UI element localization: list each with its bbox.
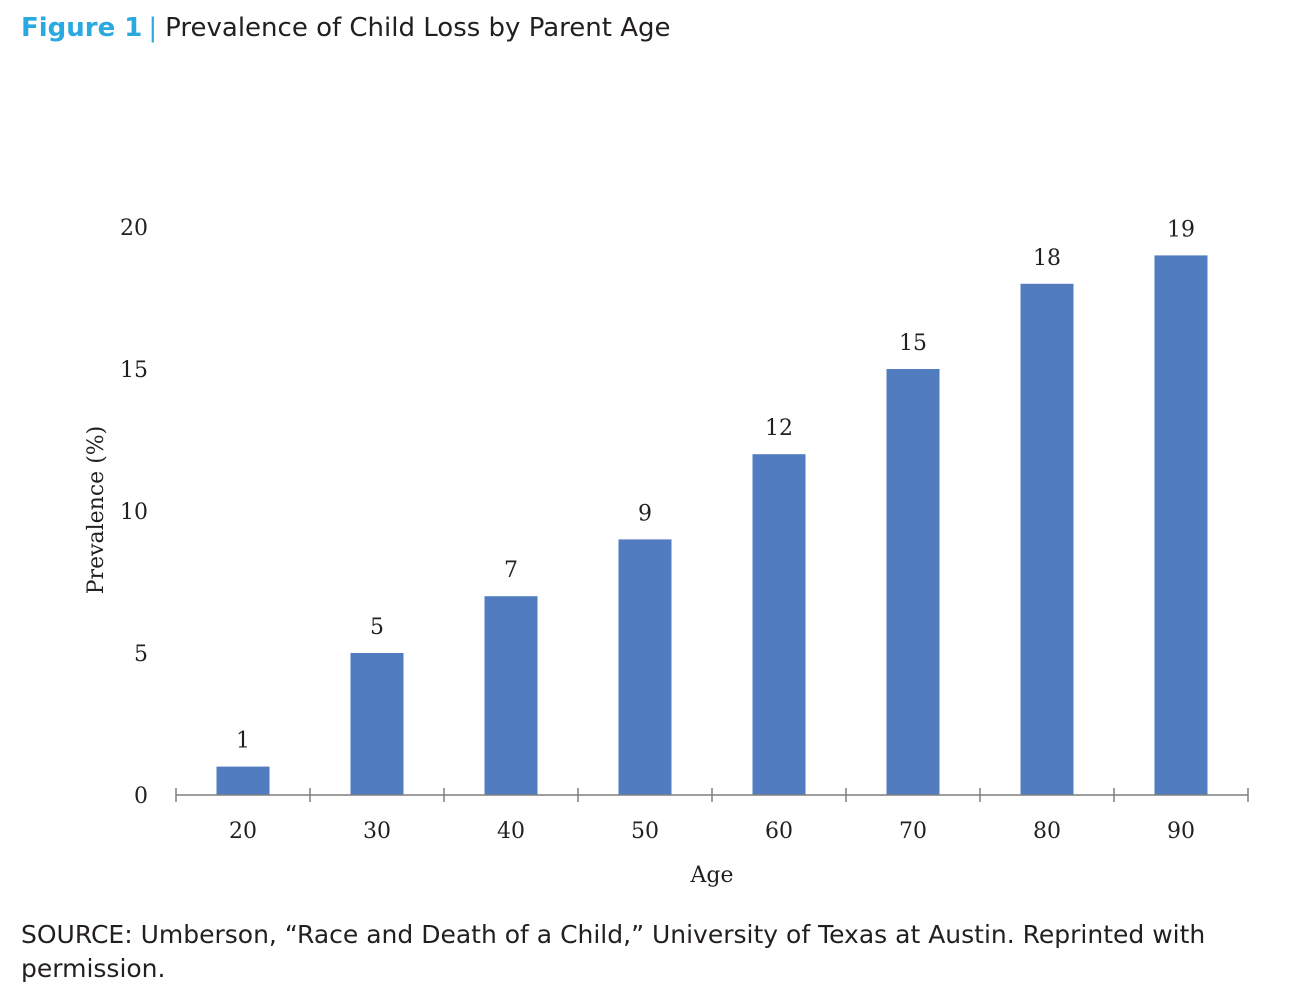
figure-separator: | [148,13,158,43]
bar [350,653,404,795]
bar [618,539,672,795]
x-axis-tick-labels: 20 30 40 50 60 70 80 90 [229,819,1195,844]
bar-value-label: 1 [236,729,250,754]
y-tick-label: 5 [134,642,148,667]
bar [1020,283,1074,795]
x-tick-label: 30 [363,819,391,844]
y-tick-label: 15 [120,358,148,383]
bar [1154,255,1208,795]
y-tick-label: 0 [134,784,148,809]
bars [216,255,1208,795]
bar-value-label: 9 [638,501,652,526]
x-axis-title: Age [690,863,734,888]
x-tick-label: 90 [1167,819,1195,844]
x-tick-label: 80 [1033,819,1061,844]
bar-value-label: 15 [899,331,927,356]
x-tick-label: 20 [229,819,257,844]
x-tick-label: 50 [631,819,659,844]
source-note: SOURCE: Umberson, “Race and Death of a C… [21,920,1206,983]
y-tick-label: 10 [120,500,148,525]
bar [886,369,940,795]
x-axis [175,788,1249,802]
figure-title: Prevalence of Child Loss by Parent Age [165,13,671,43]
bar-value-label: 18 [1033,246,1061,271]
bar-value-label: 19 [1167,217,1195,242]
y-axis-title: Prevalence (%) [84,426,109,595]
bar [752,454,806,795]
figure-label: Figure 1 [21,13,143,43]
x-tick-label: 70 [899,819,927,844]
bar-value-label: 12 [765,416,793,441]
bar [216,766,270,795]
x-tick-label: 40 [497,819,525,844]
x-tick-label: 60 [765,819,793,844]
bar-value-label: 5 [370,615,384,640]
figure-header: Figure 1 | Prevalence of Child Loss by Par… [21,10,670,46]
y-axis-tick-labels: 0 5 10 15 20 [120,216,148,809]
y-tick-label: 20 [120,216,148,241]
bar-value-label: 7 [504,558,518,583]
bar [484,596,538,795]
